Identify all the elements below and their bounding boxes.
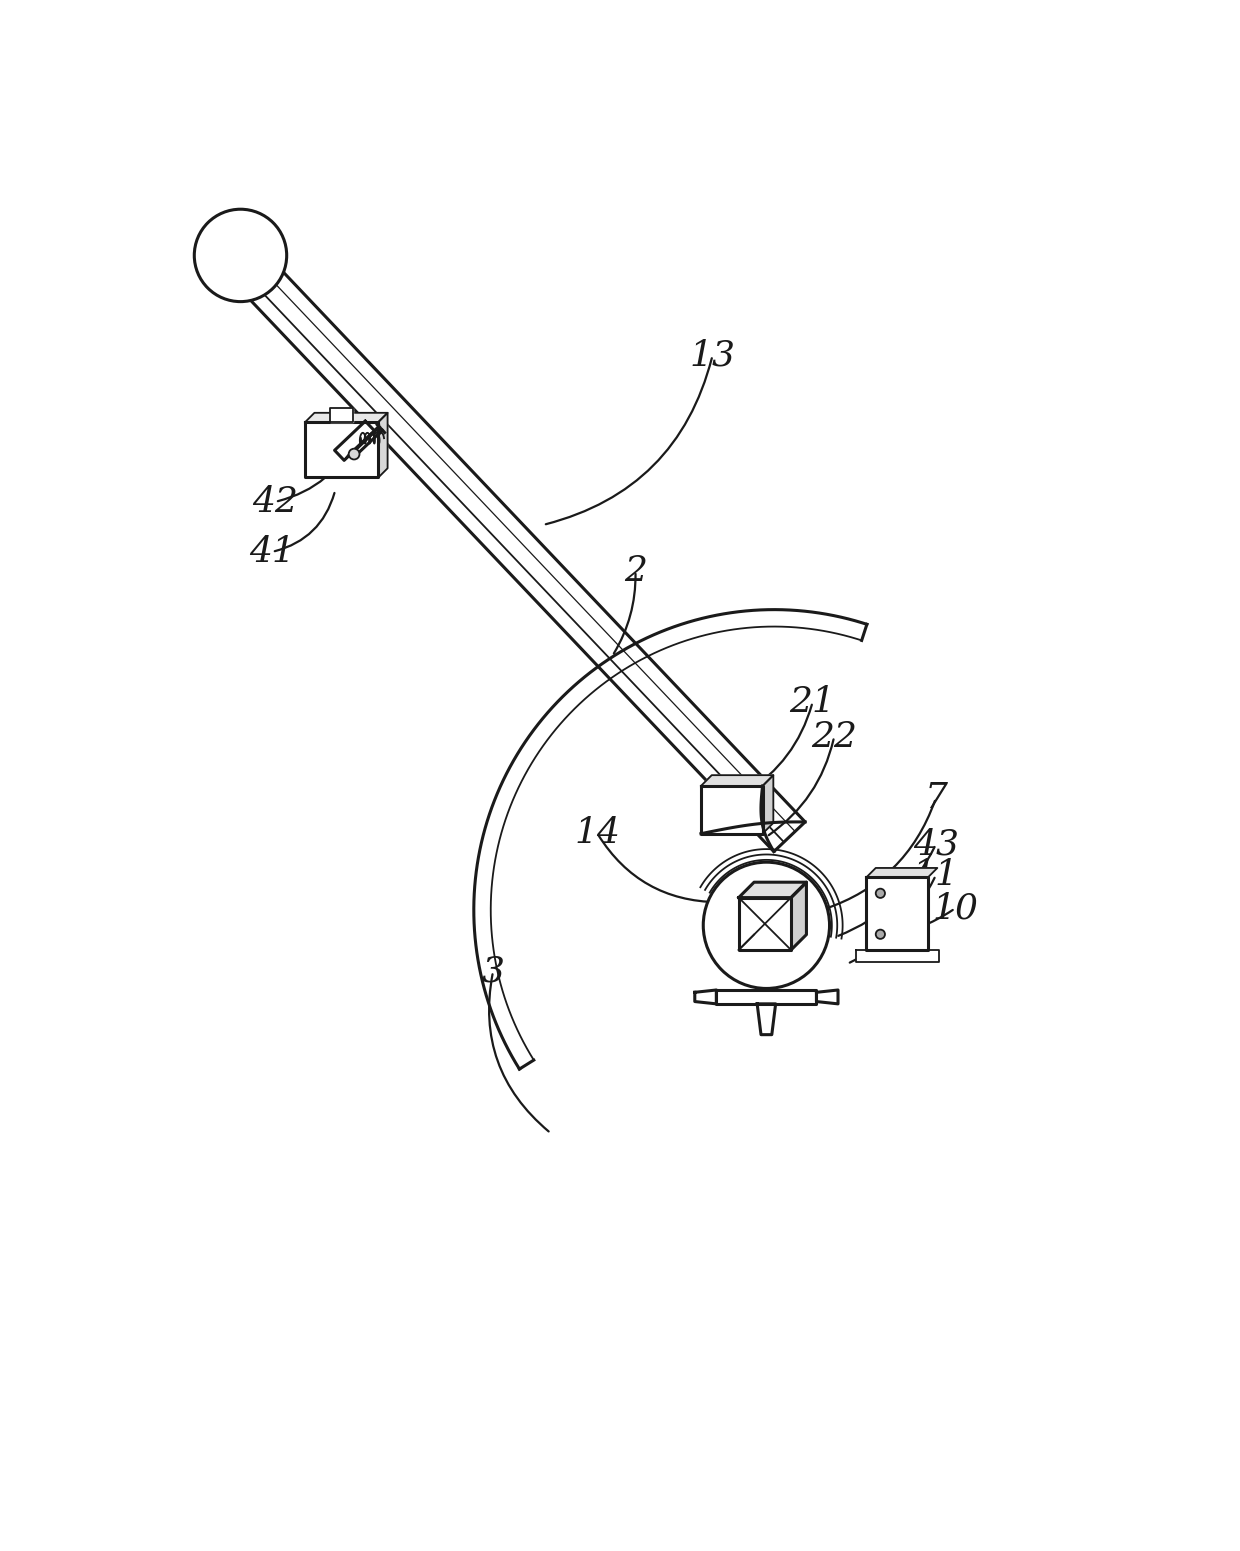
Polygon shape [305,422,378,478]
Text: 21: 21 [790,686,836,720]
Polygon shape [739,883,806,898]
Polygon shape [243,262,805,851]
Text: 13: 13 [689,338,735,372]
Polygon shape [474,610,867,1069]
Circle shape [875,889,885,898]
Polygon shape [867,869,937,878]
Circle shape [348,448,360,459]
Text: 22: 22 [811,720,857,754]
Circle shape [703,862,830,988]
Polygon shape [763,776,774,834]
Polygon shape [694,990,717,1003]
Polygon shape [856,951,939,962]
Polygon shape [701,786,763,834]
Polygon shape [305,413,388,422]
Text: 10: 10 [932,892,978,926]
Polygon shape [330,408,353,422]
Circle shape [875,929,885,938]
Polygon shape [739,898,791,949]
Text: 14: 14 [574,816,620,850]
Polygon shape [791,883,806,949]
Circle shape [195,209,286,301]
Text: 41: 41 [249,535,295,569]
Text: 3: 3 [481,954,505,988]
Polygon shape [717,990,816,1003]
Polygon shape [345,425,379,461]
Polygon shape [816,990,838,1003]
Polygon shape [378,413,388,478]
Polygon shape [758,1003,776,1035]
Text: 43: 43 [913,828,959,861]
Polygon shape [701,776,774,786]
Text: 7: 7 [924,782,947,816]
Polygon shape [335,422,374,461]
Text: 11: 11 [913,858,959,892]
Text: 2: 2 [624,554,647,588]
Polygon shape [867,878,928,951]
Text: 42: 42 [252,485,298,520]
